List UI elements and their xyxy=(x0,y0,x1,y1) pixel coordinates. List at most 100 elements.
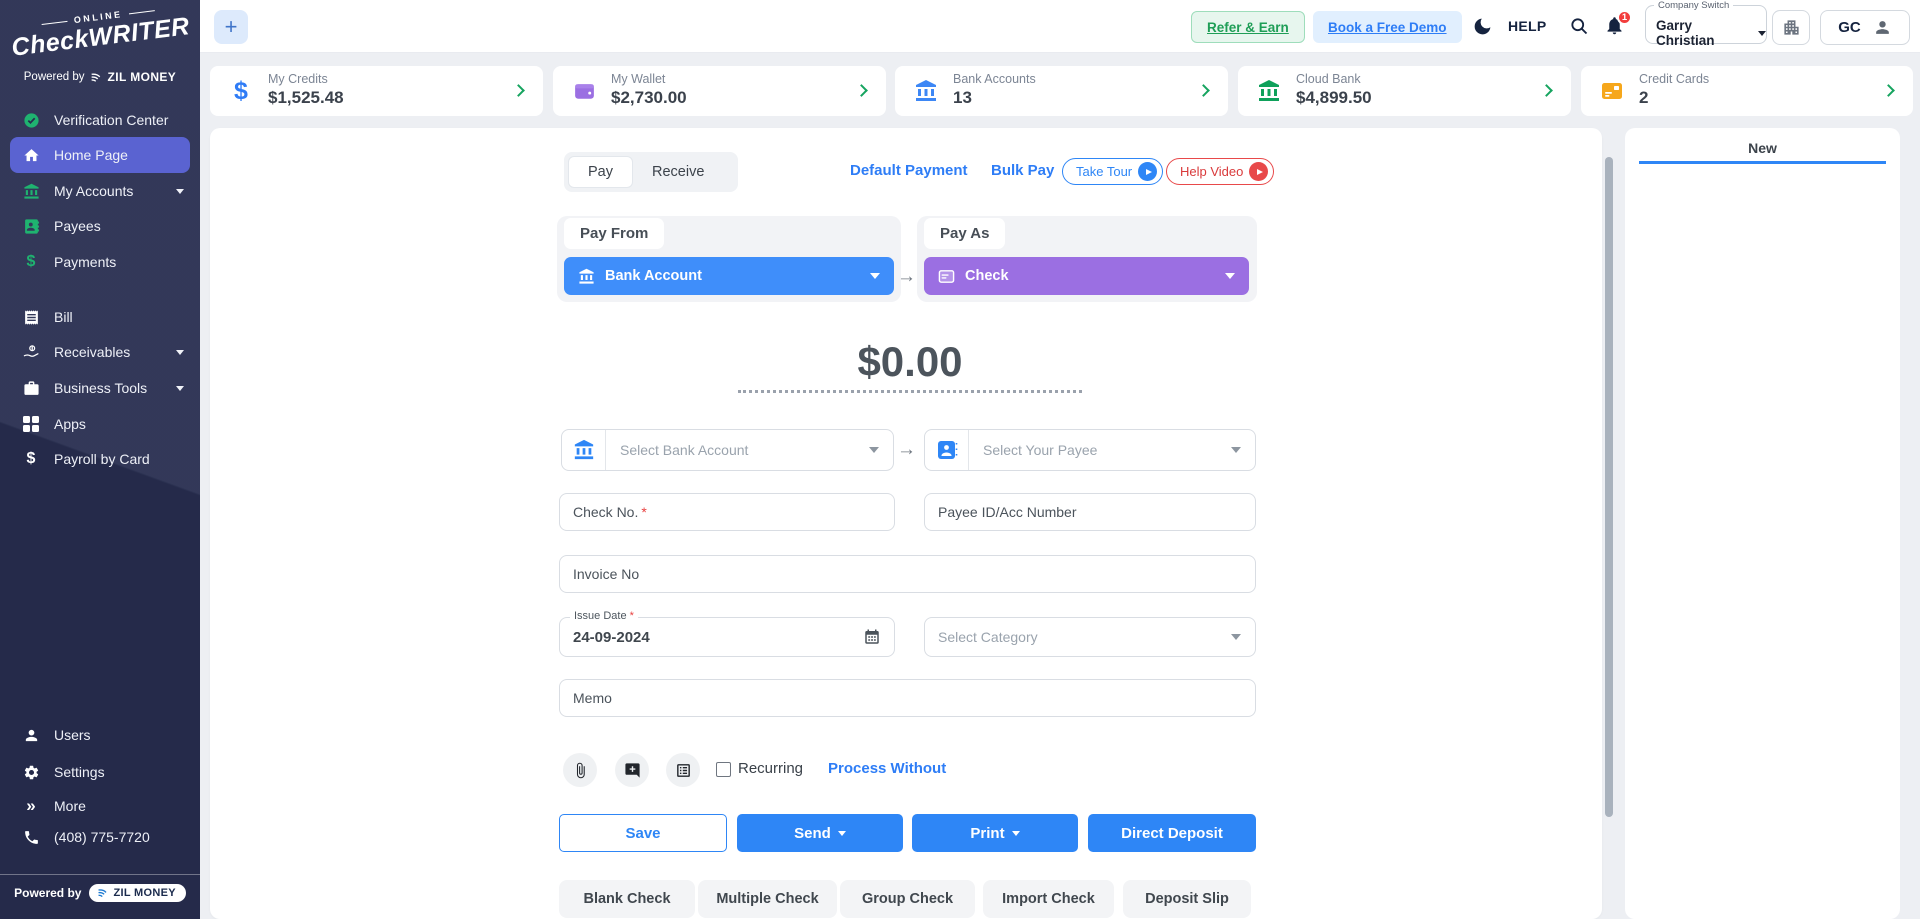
memo-input[interactable]: Memo xyxy=(559,679,1256,717)
list-details-button[interactable] xyxy=(666,753,700,787)
chevron-right-icon xyxy=(855,84,868,97)
notifications-bell-icon[interactable]: 1 xyxy=(1604,10,1632,41)
help-link[interactable]: HELP xyxy=(1508,18,1547,34)
group-check-button[interactable]: Group Check xyxy=(840,880,975,918)
stat-card-cloud-bank[interactable]: Cloud Bank $4,899.50 xyxy=(1238,66,1571,116)
take-tour-button[interactable]: Take Tour xyxy=(1062,158,1164,185)
stat-value: 2 xyxy=(1639,88,1649,107)
sidebar-item-payees[interactable]: Payees xyxy=(0,208,200,244)
gear-icon xyxy=(22,763,40,781)
send-button[interactable]: Send xyxy=(737,814,903,852)
direct-deposit-button[interactable]: Direct Deposit xyxy=(1088,814,1256,852)
tab-new[interactable]: New xyxy=(1748,140,1777,156)
sidebar-item-receivables[interactable]: Receivables xyxy=(0,334,200,370)
sidebar-item-label: Home Page xyxy=(54,147,128,163)
select-category-dropdown[interactable]: Select Category xyxy=(924,617,1256,657)
default-payment-link[interactable]: Default Payment xyxy=(850,162,968,179)
amount-display[interactable]: $0.00 xyxy=(857,338,963,385)
sidebar-item-label: Receivables xyxy=(54,344,131,360)
invoice-no-input[interactable]: Invoice No xyxy=(559,555,1256,593)
sidebar-item-bill[interactable]: Bill xyxy=(0,299,200,335)
sidebar-item-label: Payroll by Card xyxy=(54,451,150,467)
help-video-button[interactable]: Help Video xyxy=(1166,158,1275,185)
sidebar-item-home-page[interactable]: Home Page xyxy=(10,137,190,173)
recurring-checkbox[interactable] xyxy=(716,762,731,777)
search-icon[interactable] xyxy=(1569,16,1589,41)
dark-mode-moon-icon[interactable] xyxy=(1472,16,1493,42)
stat-label: Credit Cards xyxy=(1639,72,1710,86)
chevron-down-icon xyxy=(1231,634,1241,640)
calendar-icon[interactable] xyxy=(863,628,881,646)
chevron-down-icon xyxy=(1225,273,1235,279)
company-switch-dropdown[interactable]: Company Switch Garry Christian xyxy=(1645,0,1767,48)
book-demo-button[interactable]: Book a Free Demo xyxy=(1313,11,1462,43)
stat-card-bank-accounts[interactable]: Bank Accounts 13 xyxy=(895,66,1228,116)
add-button[interactable]: + xyxy=(214,10,248,44)
required-asterisk: * xyxy=(629,610,634,622)
print-button[interactable]: Print xyxy=(912,814,1078,852)
receipt-icon xyxy=(22,308,40,326)
zil-money-badge[interactable]: ZIL MONEY xyxy=(89,884,186,902)
payee-contact-icon xyxy=(925,430,969,470)
check-card-icon xyxy=(938,269,955,283)
import-check-button[interactable]: Import Check xyxy=(983,880,1114,918)
paperclip-icon xyxy=(576,762,585,778)
activity-panel: New xyxy=(1625,128,1900,919)
play-icon xyxy=(1138,162,1158,181)
sidebar-item-my-accounts[interactable]: My Accounts xyxy=(0,173,200,209)
check-no-input[interactable]: Check No. * xyxy=(559,493,895,531)
bank-icon xyxy=(22,182,40,200)
bulk-pay-link[interactable]: Bulk Pay xyxy=(991,162,1055,179)
sidebar-item-business-tools[interactable]: Business Tools xyxy=(0,370,200,406)
chevron-down-icon xyxy=(1758,30,1766,36)
stat-card-my-wallet[interactable]: My Wallet $2,730.00 xyxy=(553,66,886,116)
select-payee-dropdown[interactable]: Select Your Payee xyxy=(924,429,1256,471)
play-icon xyxy=(1249,162,1269,181)
pay-from-dropdown[interactable]: Bank Account xyxy=(564,257,894,295)
required-asterisk: * xyxy=(641,504,647,520)
recurring-label: Recurring xyxy=(738,760,804,777)
blank-check-button[interactable]: Blank Check xyxy=(559,880,695,918)
stat-value: $1,525.48 xyxy=(268,88,344,107)
tab-receive[interactable]: Receive xyxy=(652,164,705,180)
company-switch-label: Company Switch xyxy=(1654,0,1734,11)
pay-as-dropdown[interactable]: Check xyxy=(924,257,1249,295)
issue-date-input[interactable]: Issue Date * 24-09-2024 xyxy=(559,610,895,657)
save-button[interactable]: Save xyxy=(559,814,727,852)
tab-new-underline xyxy=(1639,161,1886,164)
multiple-check-button[interactable]: Multiple Check xyxy=(698,880,837,918)
sidebar-item-users[interactable]: Users xyxy=(0,717,200,753)
topbar: + Refer & Earn Book a Free Demo HELP 1 C… xyxy=(200,0,1920,53)
stat-label: My Wallet xyxy=(611,72,666,86)
refer-earn-button[interactable]: Refer & Earn xyxy=(1191,11,1305,43)
company-building-button[interactable] xyxy=(1772,10,1810,45)
sidebar-item-verification-center[interactable]: Verification Center xyxy=(0,102,200,138)
sidebar-item-settings[interactable]: Settings xyxy=(0,754,200,790)
process-without-link[interactable]: Process Without xyxy=(828,760,947,777)
payee-id-input[interactable]: Payee ID/Acc Number xyxy=(924,493,1256,531)
sidebar-item-payments[interactable]: $ Payments xyxy=(0,244,200,280)
pay-as-label: Pay As xyxy=(924,218,1006,249)
briefcase-icon xyxy=(22,379,40,397)
hand-dollar-icon xyxy=(22,343,40,361)
user-account-button[interactable]: GC xyxy=(1820,10,1910,45)
sidebar-item-label: Apps xyxy=(54,416,86,432)
stat-value: $4,899.50 xyxy=(1296,88,1372,107)
sidebar-footer: Powered by ZIL MONEY xyxy=(0,884,200,902)
select-bank-account-dropdown[interactable]: Select Bank Account xyxy=(561,429,894,471)
sidebar-item-label: (408) 775-7720 xyxy=(54,829,150,845)
sidebar-item-payroll-by-card[interactable]: $ Payroll by Card xyxy=(0,441,200,477)
sidebar-item-label: Users xyxy=(54,727,91,743)
tab-pay[interactable]: Pay xyxy=(568,156,633,188)
add-comment-button[interactable] xyxy=(615,753,649,787)
vertical-scrollbar[interactable] xyxy=(1605,157,1613,817)
attach-file-button[interactable] xyxy=(563,753,597,787)
sidebar-item-apps[interactable]: Apps xyxy=(0,406,200,442)
sidebar-item-phone[interactable]: (408) 775-7720 xyxy=(0,819,200,855)
sidebar-item-more[interactable]: » More xyxy=(0,788,200,824)
deposit-slip-button[interactable]: Deposit Slip xyxy=(1123,880,1251,918)
stat-card-my-credits[interactable]: $ My Credits $1,525.48 xyxy=(210,66,543,116)
stat-label: Cloud Bank xyxy=(1296,72,1361,86)
stat-card-credit-cards[interactable]: Credit Cards 2 xyxy=(1581,66,1913,116)
